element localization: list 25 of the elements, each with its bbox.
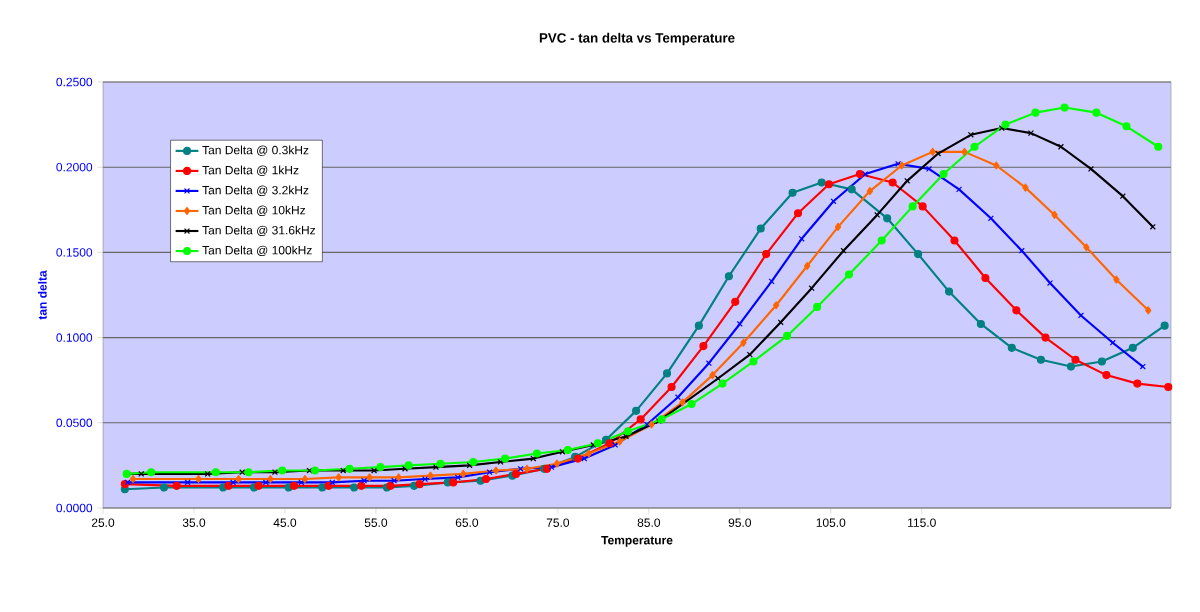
legend-label: Tan Delta @ 100kHz	[202, 245, 312, 257]
x-tick-label: 25.0	[91, 518, 115, 527]
x-tick-label: 85.0	[637, 518, 661, 527]
x-tick-label: 55.0	[364, 518, 388, 527]
y-tick-label: 0.1000	[56, 333, 93, 342]
y-tick-label: 0.1500	[56, 248, 93, 257]
y-tick-label: 0.2500	[56, 77, 93, 87]
x-tick-label: 65.0	[455, 518, 479, 527]
x-tick-label: 105.0	[816, 518, 846, 527]
x-tick-label: 35.0	[182, 518, 206, 527]
x-tick-label: 75.0	[546, 518, 570, 527]
legend-label: Tan Delta @ 0.3kHz	[202, 145, 309, 156]
legend-label: Tan Delta @ 1kHz	[202, 165, 299, 176]
y-axis-title: tan delta	[37, 270, 47, 320]
y-tick-label: 0.0000	[56, 503, 93, 513]
chart-title: PVC - tan delta vs Temperature	[539, 32, 735, 46]
x-tick-label: 45.0	[273, 518, 297, 527]
y-tick-label: 0.0500	[56, 418, 93, 428]
legend-label: Tan Delta @ 3.2kHz	[202, 185, 309, 196]
x-axis-title: Temperature	[601, 536, 673, 547]
legend-label: Tan Delta @ 10kHz	[202, 205, 306, 216]
legend-label: Tan Delta @ 31.6kHz	[202, 225, 316, 236]
x-tick-label: 95.0	[728, 518, 752, 527]
x-tick-label: 115.0	[908, 518, 936, 527]
y-tick-label: 0.2000	[56, 162, 93, 172]
